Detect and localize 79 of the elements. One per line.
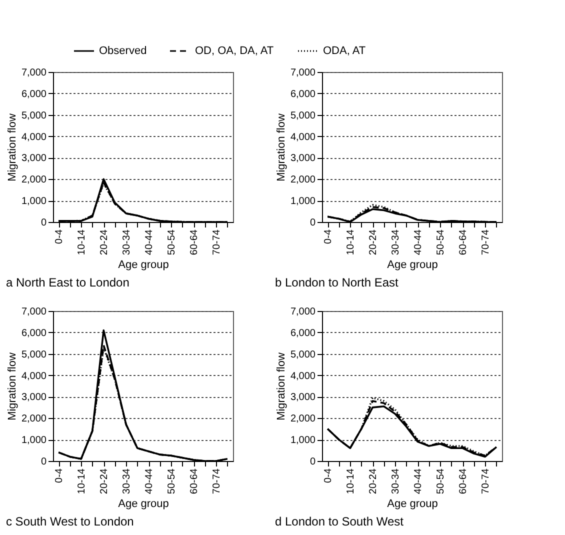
- y-axis-title: Migration flow: [6, 352, 18, 420]
- y-tick-label: 5,000: [21, 349, 47, 360]
- y-tick-label: 2,000: [290, 414, 316, 425]
- y-tick-label: 4,000: [290, 370, 316, 382]
- x-tick-label: 10-14: [76, 229, 88, 256]
- x-axis-title: Age group: [387, 498, 438, 510]
- x-tick-label: 10-14: [346, 229, 357, 256]
- x-tick-label: 30-34: [122, 468, 133, 494]
- y-tick-label: 0: [40, 456, 47, 468]
- y-tick-label: 4,000: [21, 370, 47, 382]
- x-tick-label: 0-4: [54, 229, 66, 244]
- x-tick-label: 60-64: [458, 468, 470, 494]
- x-tick-label: 30-34: [122, 229, 133, 256]
- x-tick-label: 30-34: [390, 229, 402, 256]
- x-tick-label: 40-44: [144, 229, 156, 256]
- x-tick-label: 20-24: [368, 229, 380, 256]
- x-tick-label: 50-54: [436, 229, 447, 256]
- x-axis-title: Age group: [118, 259, 169, 272]
- y-tick-label: 0: [310, 456, 316, 468]
- x-tick-label: 10-14: [346, 468, 357, 494]
- y-axis-title: Migration flow: [6, 114, 18, 182]
- y-tick-label: 2,000: [290, 174, 316, 186]
- x-tick-label: 20-24: [99, 468, 110, 494]
- y-tick-label: 6,000: [290, 88, 316, 100]
- x-tick-label: 20-24: [368, 468, 380, 494]
- y-tick-label: 5,000: [21, 110, 47, 122]
- x-tick-label: 20-24: [99, 229, 110, 256]
- x-tick-label: 40-44: [413, 468, 424, 494]
- text: b London to North East: [274, 276, 400, 290]
- legend-label: OD, OA, DA, AT: [195, 45, 274, 57]
- y-tick-label: 1,000: [21, 435, 47, 446]
- y-tick-label: 3,000: [21, 153, 47, 164]
- x-axis-title: Age group: [387, 259, 438, 272]
- legend-label: Observed: [99, 45, 147, 57]
- x-tick-label: 30-34: [390, 468, 402, 494]
- x-tick-label: 70-74: [480, 229, 492, 256]
- legend-label: ODA, AT: [323, 45, 366, 57]
- y-tick-label: 2,000: [21, 414, 47, 425]
- y-tick-label: 3,000: [290, 392, 316, 404]
- x-tick-label: 50-54: [166, 468, 178, 494]
- y-tick-label: 5,000: [290, 349, 316, 360]
- text: a North East to London: [6, 276, 130, 290]
- y-tick-label: 6,000: [21, 88, 47, 100]
- x-tick-label: 0-4: [323, 468, 334, 483]
- y-tick-label: 7,000: [290, 68, 316, 78]
- x-tick-label: 60-64: [458, 229, 470, 256]
- x-tick-label: 40-44: [144, 468, 156, 494]
- y-tick-label: 0: [40, 218, 47, 228]
- x-tick-label: 50-54: [166, 229, 178, 256]
- y-axis-title: Migration flow: [275, 352, 288, 420]
- y-tick-label: 7,000: [21, 68, 47, 78]
- x-axis-title: Age group: [118, 498, 169, 510]
- y-tick-label: 2,000: [21, 174, 47, 186]
- y-tick-label: 1,000: [21, 196, 47, 208]
- y-tick-label: 6,000: [290, 328, 316, 339]
- y-axis-title: Migration flow: [275, 114, 288, 182]
- text: c South West to London: [6, 514, 134, 529]
- x-tick-label: 70-74: [480, 468, 492, 494]
- y-tick-label: 6,000: [21, 328, 47, 339]
- y-tick-label: 3,000: [290, 153, 316, 164]
- x-tick-label: 0-4: [54, 468, 66, 483]
- x-tick-label: 50-54: [436, 468, 447, 494]
- y-tick-label: 0: [310, 218, 316, 228]
- y-tick-label: 7,000: [21, 306, 47, 318]
- y-tick-label: 3,000: [21, 392, 47, 404]
- x-tick-label: 70-74: [212, 468, 223, 494]
- y-tick-label: 1,000: [290, 435, 316, 446]
- y-tick-label: 5,000: [290, 110, 316, 122]
- x-tick-label: 70-74: [212, 229, 223, 256]
- x-tick-label: 0-4: [323, 229, 334, 244]
- text: d London to South West: [274, 514, 404, 529]
- y-tick-label: 7,000: [290, 306, 316, 318]
- x-tick-label: 60-64: [189, 229, 200, 256]
- x-tick-label: 10-14: [76, 468, 88, 494]
- y-tick-label: 4,000: [290, 132, 316, 143]
- y-tick-label: 4,000: [21, 132, 47, 143]
- x-tick-label: 40-44: [413, 229, 424, 256]
- x-tick-label: 60-64: [189, 468, 200, 494]
- y-tick-label: 1,000: [290, 196, 316, 208]
